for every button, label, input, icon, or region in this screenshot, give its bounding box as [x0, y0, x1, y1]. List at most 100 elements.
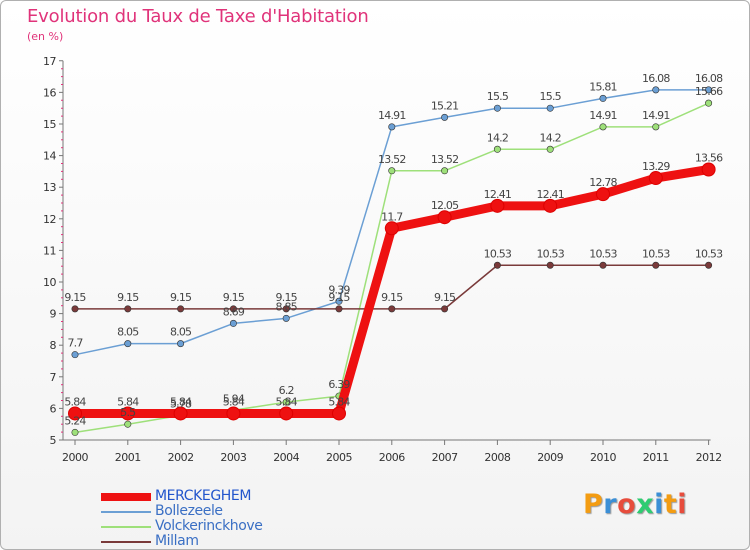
data-label-volckerinckhove: 6.2: [279, 384, 294, 397]
data-label-bollezeele: 8.85: [276, 300, 298, 313]
data-label-millam: 9.15: [434, 291, 456, 304]
y-tick-label-13: 13: [43, 181, 56, 194]
y-tick-label-7: 7: [50, 371, 57, 384]
data-label-merckeghem: 12.41: [536, 188, 564, 201]
data-label-bollezeele: 7.7: [67, 337, 83, 350]
data-point-bollezeele: [388, 123, 396, 131]
x-tick-label-2003: 2003: [220, 451, 246, 464]
data-point-merckeghem: [437, 210, 452, 225]
data-point-merckeghem: [332, 406, 346, 421]
data-label-volckerinckhove: 15.66: [695, 85, 723, 98]
data-label-volckerinckhove: 5.5: [120, 406, 136, 419]
legend-swatch-merckeghem: [101, 492, 151, 501]
data-point-millam: [493, 261, 501, 269]
y-tick-label-11: 11: [43, 244, 56, 257]
data-point-merckeghem: [384, 221, 399, 236]
data-point-volckerinckhove: [124, 420, 132, 428]
data-label-merckeghem: 5.84: [328, 395, 350, 408]
data-label-millam: 9.15: [328, 291, 350, 304]
data-label-millam: 10.53: [695, 247, 723, 260]
data-label-merckeghem: 12.41: [484, 188, 512, 201]
data-point-millam: [652, 261, 660, 269]
y-tick-label-17: 17: [43, 55, 56, 68]
data-point-bollezeele: [441, 113, 449, 121]
data-label-bollezeele: 15.81: [589, 80, 617, 93]
data-point-millam: [229, 305, 237, 313]
data-point-merckeghem: [68, 406, 82, 421]
data-point-millam: [388, 305, 396, 313]
legend: MERCKEGHEM Bollezeele Volckerinckhove Mi…: [101, 489, 263, 549]
legend-label-merckeghem: MERCKEGHEM: [155, 488, 252, 504]
data-point-bollezeele: [599, 94, 607, 102]
data-label-merckeghem: 5.84: [223, 395, 245, 408]
y-tick-label-10: 10: [43, 276, 56, 289]
data-label-volckerinckhove: 14.91: [642, 109, 670, 122]
data-label-bollezeele: 8.05: [117, 326, 139, 339]
data-point-millam: [282, 305, 290, 313]
data-point-bollezeele: [71, 351, 79, 359]
data-label-merckeghem: 13.56: [695, 152, 723, 165]
data-label-millam: 9.15: [276, 291, 298, 304]
logo-letter: i: [654, 489, 664, 520]
data-label-merckeghem: 13.29: [642, 160, 670, 173]
data-label-bollezeele: 14.91: [378, 109, 406, 122]
data-point-millam: [177, 305, 185, 313]
data-label-millam: 10.53: [589, 247, 617, 260]
legend-swatch-bollezeele: [101, 510, 151, 513]
data-label-millam: 9.15: [64, 291, 86, 304]
x-tick-label-2012: 2012: [696, 451, 722, 464]
x-tick-label-2006: 2006: [379, 451, 405, 464]
y-tick-label-15: 15: [43, 118, 56, 131]
data-label-volckerinckhove: 5.94: [223, 392, 245, 405]
legend-swatch-millam: [101, 540, 151, 543]
chart-title: Evolution du Taux de Taxe d'Habitation: [27, 6, 369, 27]
data-label-bollezeele: 9.39: [328, 283, 350, 296]
data-label-merckeghem: 11.7: [381, 210, 403, 223]
data-point-volckerinckhove: [493, 145, 501, 153]
legend-item-merckeghem: MERCKEGHEM: [101, 489, 263, 504]
data-point-bollezeele: [335, 297, 343, 305]
data-point-millam: [599, 261, 607, 269]
x-tick-label-2001: 2001: [115, 451, 141, 464]
data-point-volckerinckhove: [71, 428, 79, 436]
y-tick-label-8: 8: [50, 339, 57, 352]
data-label-bollezeele: 15.5: [487, 90, 509, 103]
y-tick-label-9: 9: [50, 308, 57, 321]
data-point-volckerinckhove: [441, 167, 449, 175]
x-tick-label-2008: 2008: [484, 451, 510, 464]
data-point-merckeghem: [120, 406, 135, 421]
data-point-merckeghem: [596, 187, 610, 202]
data-point-bollezeele: [493, 104, 501, 112]
logo-letter: o: [617, 489, 637, 520]
data-point-volckerinckhove: [282, 398, 290, 406]
y-tick-label-14: 14: [43, 150, 56, 163]
data-point-millam: [546, 261, 554, 269]
data-point-merckeghem: [226, 406, 241, 421]
legend-item-bollezeele: Bollezeele: [101, 504, 263, 519]
data-point-bollezeele: [546, 104, 554, 112]
data-label-volckerinckhove: 14.2: [487, 131, 508, 144]
logo-letter: i: [677, 489, 688, 520]
data-label-millam: 10.53: [484, 247, 512, 260]
data-label-millam: 9.15: [170, 291, 192, 304]
data-label-merckeghem: 5.84: [117, 395, 139, 408]
chart-subtitle: (en %): [27, 30, 64, 43]
x-tick-label-2011: 2011: [643, 451, 669, 464]
data-point-volckerinckhove: [599, 123, 607, 131]
data-label-volckerinckhove: 14.2: [540, 131, 561, 144]
data-point-volckerinckhove: [705, 99, 713, 107]
data-point-volckerinckhove: [652, 123, 660, 131]
y-tick-label-16: 16: [43, 86, 56, 99]
data-label-millam: 10.53: [642, 247, 670, 260]
data-point-millam: [71, 305, 79, 313]
data-point-volckerinckhove: [388, 167, 396, 175]
logo-letter: x: [636, 489, 655, 520]
data-label-volckerinckhove: 5.24: [64, 414, 86, 427]
legend-label-volckerinckhove: Volckerinckhove: [155, 518, 263, 534]
data-point-millam: [705, 261, 713, 269]
data-label-bollezeele: 15.5: [540, 90, 562, 103]
data-label-merckeghem: 5.84: [64, 395, 86, 408]
data-label-millam: 9.15: [381, 291, 403, 304]
data-point-bollezeele: [177, 340, 185, 348]
